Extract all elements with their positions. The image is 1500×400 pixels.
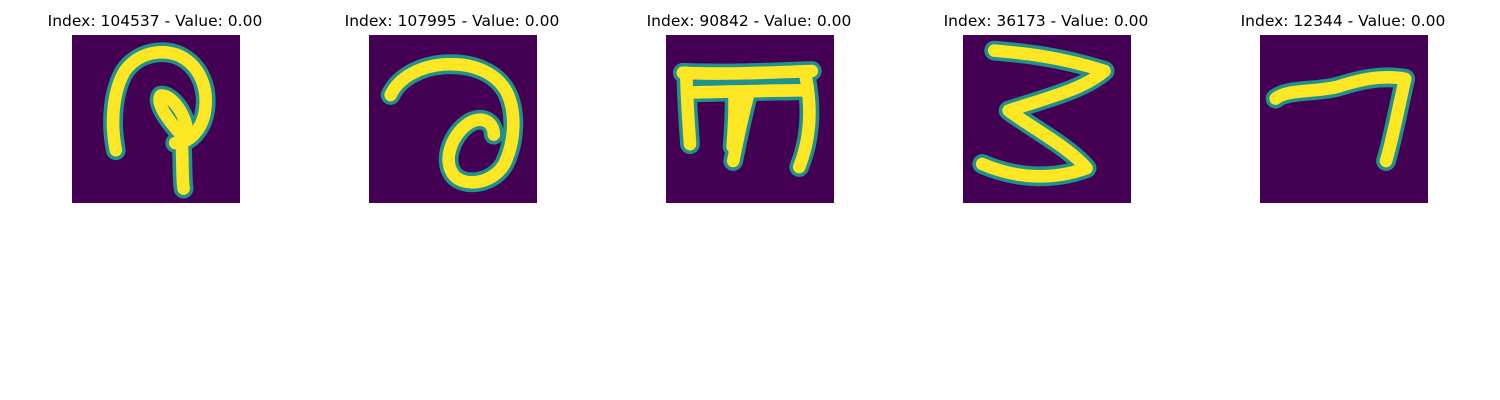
panel-4-image [963,35,1131,203]
m-like-glyph-icon [666,35,834,203]
panel-3-title: Index: 90842 - Value: 0.00 [646,12,852,30]
panel-2-image [369,35,537,203]
panel-5-title: Index: 12344 - Value: 0.00 [1240,12,1446,30]
digit-3-like-glyph-icon [963,35,1131,203]
digit-7-like-glyph-icon [1260,35,1428,203]
panel-2-title: Index: 107995 - Value: 0.00 [344,12,560,30]
panel-4-title: Index: 36173 - Value: 0.00 [943,12,1149,30]
panel-1-image [72,35,240,203]
panel-1-title: Index: 104537 - Value: 0.00 [47,12,263,30]
digit-9-like-glyph-icon [72,35,240,203]
panel-3-image [666,35,834,203]
panel-5-image [1260,35,1428,203]
looped-stroke-glyph-icon [369,35,537,203]
